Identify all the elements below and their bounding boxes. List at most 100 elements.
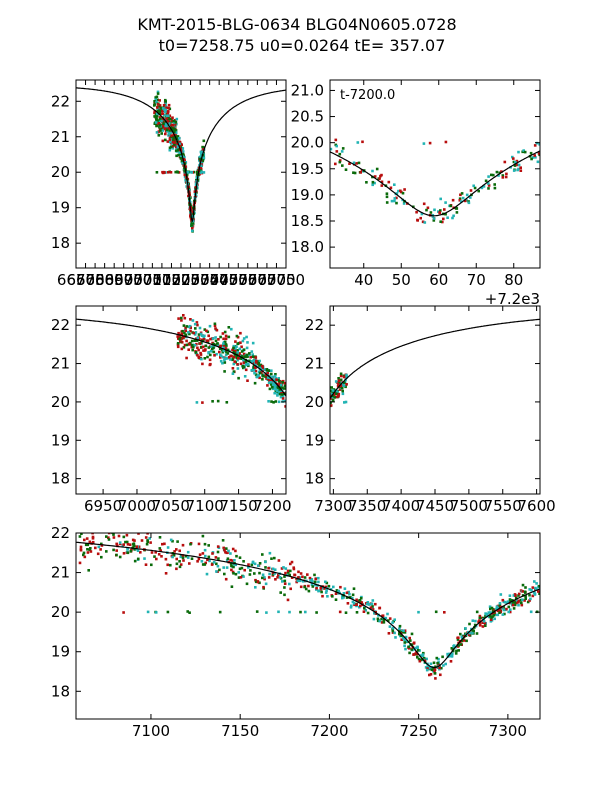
data-point — [173, 550, 176, 553]
data-point — [264, 368, 267, 371]
data-point — [227, 326, 231, 329]
data-point — [528, 588, 531, 591]
data-point — [186, 171, 190, 174]
data-point — [180, 333, 184, 336]
x-tick-label: 7500 — [219, 271, 257, 289]
data-point — [248, 352, 251, 355]
data-point — [271, 386, 274, 389]
data-point — [162, 104, 166, 107]
data-point — [249, 355, 252, 359]
data-point — [528, 599, 531, 602]
data-point — [168, 138, 172, 141]
data-point — [166, 563, 169, 567]
data-point — [501, 613, 505, 616]
data-point — [203, 542, 207, 546]
data-point — [242, 560, 245, 563]
data-point — [462, 639, 466, 642]
data-point — [385, 195, 389, 199]
data-point — [284, 571, 287, 575]
data-point — [164, 98, 167, 102]
data-point — [175, 562, 179, 566]
data-point — [473, 623, 477, 627]
data-point — [251, 353, 254, 356]
data-point — [168, 133, 172, 136]
data-point — [218, 345, 221, 348]
data-point — [492, 613, 496, 617]
data-point — [238, 352, 241, 355]
data-point — [283, 399, 286, 403]
data-point — [402, 637, 405, 640]
data-point — [164, 101, 167, 105]
data-point — [201, 534, 205, 538]
data-point — [519, 169, 523, 172]
data-point — [400, 638, 403, 641]
data-point — [189, 215, 192, 218]
data-point — [239, 341, 242, 344]
data-point — [250, 563, 254, 567]
data-point — [189, 326, 192, 329]
data-point — [170, 119, 174, 122]
data-point — [427, 665, 430, 669]
data-point — [353, 171, 357, 175]
data-point — [186, 610, 189, 613]
data-point — [137, 557, 140, 561]
x-tick-label: 7350 — [348, 497, 386, 515]
data-point — [375, 167, 379, 171]
data-point — [222, 546, 225, 550]
data-point — [271, 573, 275, 576]
y-tick-label: 22 — [51, 92, 70, 110]
data-point — [200, 170, 203, 174]
data-point — [190, 345, 194, 349]
data-point — [91, 535, 95, 539]
plot-area — [330, 138, 540, 224]
data-point — [187, 348, 190, 351]
data-point — [283, 593, 286, 597]
data-point — [422, 142, 426, 145]
axes-frame — [329, 79, 541, 269]
data-point — [188, 343, 191, 346]
x-tick-label: 7300 — [181, 271, 219, 289]
data-point — [455, 211, 459, 214]
data-point — [530, 588, 533, 592]
data-point — [203, 334, 206, 338]
chart-panel-2: 18.0 18.5 19.0 19.5 20.0 20.5 21.0 40 50 60 70 80 t-… — [291, 79, 541, 308]
data-point — [156, 106, 159, 109]
data-point — [538, 592, 540, 595]
data-point — [246, 379, 249, 382]
x-tick-label: 6900 — [105, 271, 143, 289]
data-point — [332, 585, 335, 589]
data-point — [433, 670, 436, 673]
data-point — [247, 566, 250, 569]
x-tick-label: 80 — [504, 271, 523, 289]
y-tick-label: 18 — [51, 470, 70, 488]
data-point — [512, 160, 516, 164]
data-point — [357, 161, 361, 165]
data-point — [425, 668, 429, 672]
data-point — [82, 551, 86, 555]
x-tick-label: 7650 — [248, 271, 286, 289]
data-point — [482, 620, 486, 623]
data-point — [511, 599, 514, 602]
data-point — [87, 569, 90, 572]
data-point — [298, 579, 302, 583]
data-point — [225, 401, 229, 404]
data-point — [177, 317, 180, 320]
data-point — [390, 199, 394, 203]
data-point — [180, 319, 183, 322]
data-point — [528, 593, 531, 597]
data-point — [437, 657, 440, 661]
data-point — [293, 573, 296, 577]
data-point — [190, 343, 194, 347]
data-point — [215, 328, 219, 332]
x-tick-label: 7200 — [310, 722, 348, 740]
data-point — [201, 150, 204, 154]
data-point — [269, 381, 272, 384]
data-point — [403, 629, 407, 632]
data-point — [199, 351, 202, 355]
data-point — [269, 383, 273, 386]
data-point — [175, 154, 178, 158]
data-point — [330, 404, 333, 407]
data-point — [172, 127, 176, 130]
data-point — [178, 565, 182, 569]
data-point — [180, 347, 184, 351]
